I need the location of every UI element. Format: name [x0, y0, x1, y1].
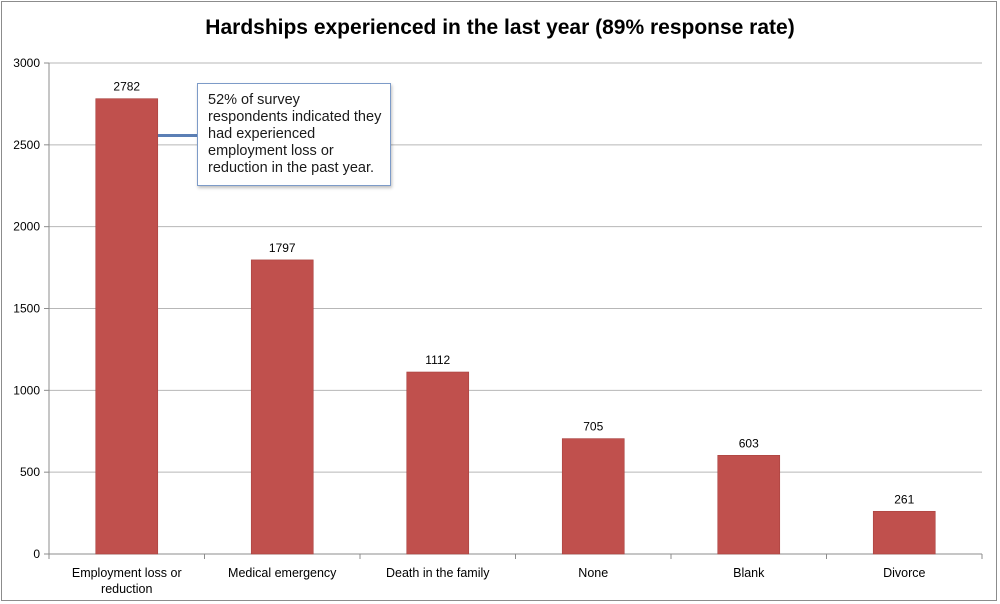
x-category-label: Medical emergency — [228, 566, 337, 580]
data-label: 1112 — [425, 353, 450, 367]
bar — [561, 438, 625, 555]
annotation-callout: 52% of survey respondents indicated they… — [197, 83, 391, 186]
callout-connector — [158, 134, 198, 137]
y-tick-label: 2000 — [13, 220, 40, 234]
data-label: 1797 — [269, 241, 296, 255]
y-tick-label: 0 — [33, 547, 40, 561]
bar — [872, 510, 936, 555]
y-tick-labels: 0 500 1000 1500 2000 2500 3000 — [13, 56, 40, 561]
x-category-label: Blank — [733, 566, 765, 580]
data-label: 705 — [583, 420, 603, 434]
category-labels: Employment loss or reduction Medical emerg… — [72, 566, 926, 596]
x-category-label: reduction — [101, 582, 152, 596]
bar — [406, 371, 470, 555]
y-tick-label: 500 — [20, 465, 40, 479]
axes — [44, 62, 983, 559]
bar — [250, 259, 314, 555]
y-tick-label: 2500 — [13, 138, 40, 152]
bar — [717, 455, 781, 555]
x-category-label: None — [578, 566, 608, 580]
data-labels: 2782 1797 1112 705 603 261 — [113, 80, 914, 507]
x-category-label: Employment loss or — [72, 566, 182, 580]
data-label: 603 — [739, 436, 759, 450]
y-tick-label: 1500 — [13, 302, 40, 316]
data-label: 261 — [894, 492, 914, 506]
y-tick-label: 3000 — [13, 56, 40, 70]
gridlines — [49, 62, 982, 473]
x-category-label: Divorce — [883, 566, 925, 580]
y-tick-label: 1000 — [13, 383, 40, 397]
bar — [95, 98, 159, 555]
chart-title: Hardships experienced in the last year (… — [205, 16, 795, 39]
data-label: 2782 — [113, 80, 140, 94]
x-category-label: Death in the family — [386, 566, 490, 580]
bars — [95, 98, 936, 555]
